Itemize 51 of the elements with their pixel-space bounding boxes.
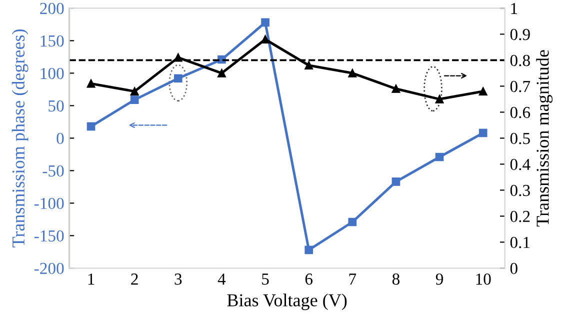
point [86, 79, 96, 88]
point [435, 94, 444, 104]
x-tick-label: 10 [476, 273, 491, 285]
y-axis-title: Transmissiom phase (degrees) [12, 29, 28, 248]
point [130, 87, 139, 96]
x-tick-label: 5 [262, 274, 269, 285]
point [218, 69, 226, 78]
x-tick-label: 8 [392, 273, 400, 285]
y-tick-label: 100 [40, 68, 64, 80]
y-tick-label: -200 [34, 262, 64, 274]
point [130, 96, 139, 104]
y2-tick-label: 0.1 [510, 236, 530, 248]
point [304, 61, 314, 70]
y2-tick-label: 0.2 [510, 210, 530, 222]
x-tick-label: 3 [174, 274, 182, 285]
point [261, 35, 270, 44]
y2-tick-label: 0.9 [510, 28, 530, 40]
point [174, 74, 182, 83]
x-tick-label: 7 [349, 274, 356, 285]
y2-axis-title: Transmission magnitude [536, 50, 553, 227]
y2-tick-label: 0.3 [510, 184, 530, 196]
point [261, 18, 270, 27]
x-tick-label: 4 [218, 274, 226, 285]
y-tick-label: -100 [34, 198, 64, 210]
point [435, 152, 444, 162]
y2-tick-label: 0.6 [510, 106, 530, 118]
y-tick-label: -50 [42, 165, 64, 177]
point [348, 69, 357, 78]
x-axis-title: Bias Voltage (V) [227, 294, 347, 310]
y-tick-label: 50 [48, 100, 64, 112]
point [392, 178, 400, 186]
x-tick-label: 9 [436, 274, 444, 285]
y2-tick-label: 0.8 [510, 54, 530, 66]
x-tick-label: 1 [88, 274, 94, 285]
y-tick-label: 150 [40, 35, 64, 47]
point [478, 128, 488, 138]
y-tick-label: 0 [56, 132, 64, 144]
y2-tick-label: 0 [510, 262, 518, 274]
y2-tick-label: 1 [511, 2, 518, 14]
point [348, 218, 357, 226]
point [86, 122, 96, 131]
y2-tick-label: 0.5 [510, 132, 530, 144]
x-tick-label: 6 [305, 274, 313, 285]
point [304, 246, 314, 254]
y-tick-label: 200 [40, 2, 64, 14]
point [478, 87, 488, 96]
y-tick-label: -150 [34, 230, 64, 242]
x-tick-label: 2 [131, 274, 138, 285]
y2-tick-label: 0.7 [510, 80, 530, 92]
point [392, 84, 400, 93]
y2-tick-label: 0.4 [510, 158, 530, 170]
